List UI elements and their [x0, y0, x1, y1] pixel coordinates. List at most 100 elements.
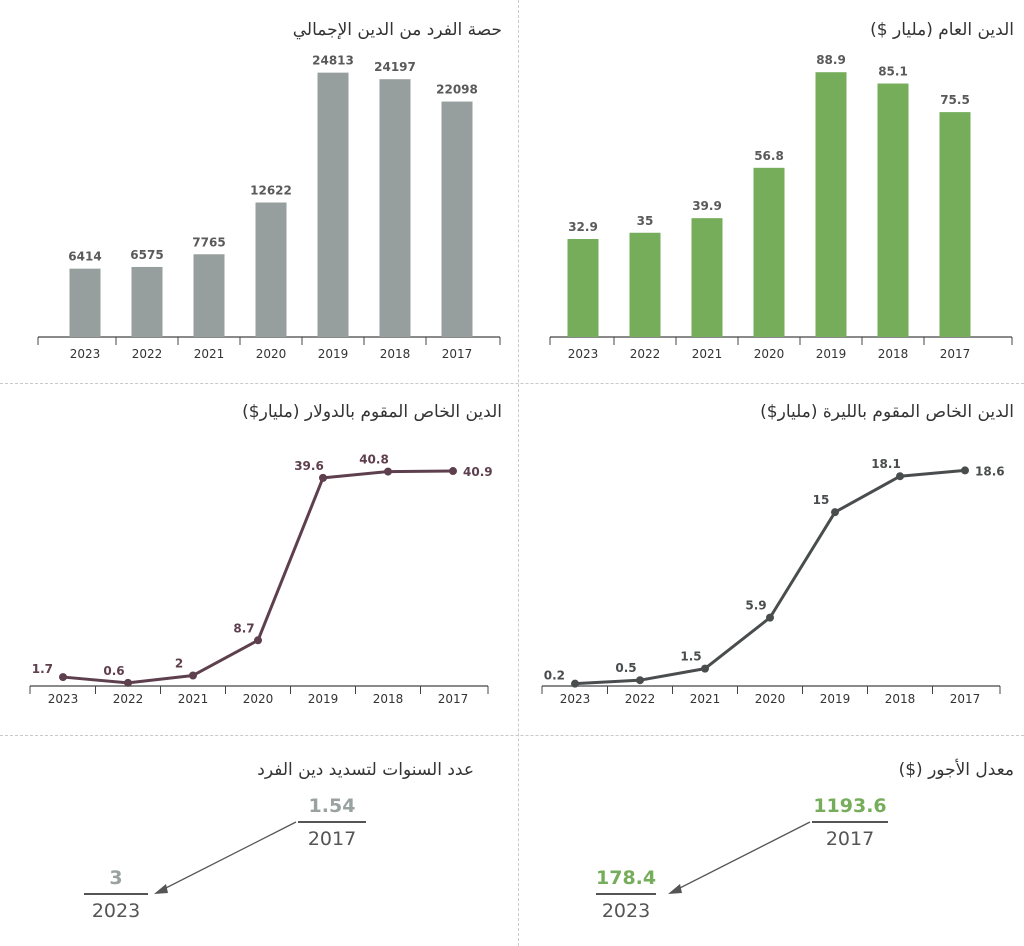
wages-title: معدل الأجور ($) [898, 760, 1014, 780]
x-tick-label: 2018 [380, 347, 411, 361]
x-tick-label: 2023 [48, 692, 79, 706]
repay-2023-value: 3 [109, 867, 123, 889]
x-tick-label: 2017 [950, 692, 981, 706]
bar [441, 101, 473, 337]
data-label: 18.6 [975, 464, 1005, 478]
x-tick-label: 2021 [194, 347, 225, 361]
bar [691, 218, 723, 337]
horizontal-divider-2 [0, 735, 1024, 736]
data-label: 6575 [130, 248, 163, 262]
data-point [384, 467, 392, 476]
wages-arrow-line [675, 821, 811, 891]
data-label: 56.8 [754, 149, 784, 163]
fraction-line [596, 893, 656, 895]
x-tick-label: 2019 [308, 692, 339, 706]
wages-2017-value: 1193.6 [813, 795, 887, 817]
x-tick-label: 2020 [755, 692, 786, 706]
repay-arrow-head [154, 884, 168, 894]
x-tick-label: 2022 [132, 347, 163, 361]
data-label: 15 [813, 493, 830, 507]
data-point [701, 664, 709, 673]
data-label: 39.9 [692, 199, 722, 213]
data-label: 24197 [374, 60, 416, 74]
x-tick-label: 2023 [568, 347, 599, 361]
bar [939, 112, 971, 337]
public-debt-chart: 2023 2022 2021 2020 2019 2018 2017 32.9 35 39.9 56… [549, 53, 1013, 361]
data-point [124, 678, 132, 687]
x-tick-label: 2018 [885, 692, 916, 706]
wages-2023-fraction: 178.4 2023 [596, 866, 656, 923]
data-label: 39.6 [294, 459, 324, 473]
repay-years-title: عدد السنوات لتسديد دين الفرد [257, 760, 474, 780]
data-point [571, 679, 579, 688]
x-tick-label: 2019 [318, 347, 349, 361]
repay-2017-year: 2017 [307, 827, 357, 850]
bar [567, 239, 599, 337]
data-label: 18.1 [871, 457, 901, 471]
data-label: 1.5 [680, 650, 701, 664]
x-tick-label: 2021 [690, 692, 721, 706]
x-tick-label: 2023 [560, 692, 591, 706]
private-debt-lbp-panel: الدين الخاص المقوم بالليرة (مليار$) 2023… [512, 390, 1024, 730]
data-label: 0.6 [103, 664, 124, 678]
private-debt-usd-title: الدين الخاص المقوم بالدولار (مليار$) [242, 402, 502, 422]
bar [629, 232, 661, 337]
horizontal-divider-1 [0, 383, 1024, 384]
data-label: 0.2 [544, 669, 565, 683]
data-point [319, 473, 327, 482]
data-label: 8.7 [233, 621, 254, 635]
x-tick-label: 2021 [178, 692, 209, 706]
data-label: 40.8 [359, 453, 389, 467]
data-label: 32.9 [568, 220, 598, 234]
data-label: 2 [175, 656, 183, 670]
bar [255, 202, 287, 337]
per-capita-debt-title: حصة الفرد من الدين الإجمالي [292, 20, 502, 40]
data-label: 75.5 [940, 93, 970, 107]
repay-2023-year: 2023 [91, 899, 141, 922]
private-debt-lbp-chart: 2023 2022 2021 2020 2019 2018 2017 0.2 0.5 1.5 5.9… [541, 457, 1005, 706]
series-line [62, 469, 454, 685]
bar [379, 79, 411, 337]
x-tick-label: 2020 [256, 347, 287, 361]
private-debt-usd-chart: 2023 2022 2021 2020 2019 2018 2017 1.7 0.6 2 8.7 39… [29, 453, 493, 706]
x-tick-label: 2019 [816, 347, 847, 361]
data-point [254, 636, 262, 645]
x-tick-label: 2017 [442, 347, 473, 361]
per-capita-debt-chart: 2023 2022 2021 2020 2019 2018 2017 6414 6575 7765… [37, 54, 501, 361]
fraction-line [84, 893, 148, 895]
data-point [636, 676, 644, 685]
x-tick-label: 2018 [878, 347, 909, 361]
wages-2023-year: 2023 [601, 899, 651, 922]
series-line [574, 468, 966, 686]
x-tick-label: 2022 [113, 692, 144, 706]
data-point [961, 466, 969, 475]
x-tick-label: 2023 [70, 347, 101, 361]
wages-arrow [668, 821, 811, 894]
data-label: 40.9 [463, 465, 493, 479]
bar [753, 167, 785, 337]
private-debt-usd-panel: الدين الخاص المقوم بالدولار (مليار$) 202… [0, 390, 512, 730]
wages-arrow-head [668, 884, 682, 894]
x-tick-label: 2022 [625, 692, 656, 706]
data-label: 88.9 [816, 53, 846, 67]
bar [317, 72, 349, 337]
bar [131, 266, 163, 337]
data-point [831, 508, 839, 517]
bar [193, 254, 225, 337]
per-capita-debt-panel: حصة الفرد من الدين الإجمالي 2023 2022 2021… [0, 0, 512, 380]
wages-2023-value: 178.4 [596, 867, 657, 889]
data-label: 22098 [436, 83, 478, 97]
vertical-divider [518, 0, 519, 946]
x-tick-label: 2018 [373, 692, 404, 706]
x-tick-label: 2017 [940, 347, 971, 361]
data-point [59, 673, 67, 682]
x-tick-label: 2021 [692, 347, 723, 361]
fraction-line [298, 821, 366, 823]
data-label: 5.9 [745, 599, 766, 613]
data-label: 12622 [250, 184, 292, 198]
wages-2017-fraction: 1193.6 2017 [812, 794, 888, 851]
x-tick-label: 2019 [820, 692, 851, 706]
x-tick-label: 2017 [438, 692, 469, 706]
x-tick-label: 2022 [630, 347, 661, 361]
bar [69, 268, 101, 337]
